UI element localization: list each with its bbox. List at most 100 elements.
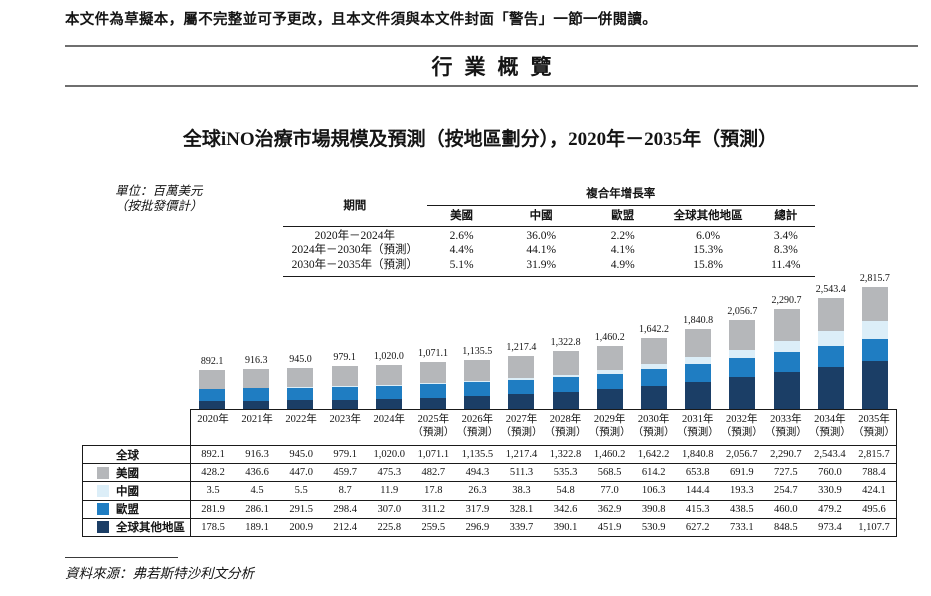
cagr-column-header: 總計	[774, 210, 798, 222]
cagr-period-label: 2030年－2035年（預測）	[291, 258, 419, 271]
table-value: 1,135.5	[461, 449, 494, 461]
bar-column: 892.1	[190, 262, 234, 409]
table-value: 339.7	[509, 521, 534, 533]
bar-total-label: 1,071.1	[418, 348, 449, 360]
bar-segment-china	[552, 374, 579, 378]
bar-segment-eu	[817, 345, 844, 367]
table-value: 286.1	[245, 503, 269, 515]
cagr-period-header: 期間	[343, 199, 367, 212]
table-value: 733.1	[729, 521, 754, 533]
bar-segment-row	[331, 399, 358, 409]
table-row-row: 全球其他地區 178.5 189.1 200.9 212.4 225.8 259.5 296.…	[83, 518, 896, 536]
year-label-line2: （預測）	[544, 427, 587, 438]
legend-swatch-eu	[97, 503, 109, 516]
legend-swatch-empty	[97, 449, 109, 461]
table-value: 479.2	[818, 503, 842, 515]
year-label-line2: （預測）	[852, 427, 895, 438]
stacked-bar	[331, 366, 358, 409]
year-label-line2: （預測）	[676, 427, 719, 438]
table-value: 225.8	[377, 521, 402, 533]
table-value: 11.9	[380, 485, 399, 497]
legend-label-us: 美國	[116, 467, 139, 480]
cagr-value: 15.3%	[693, 244, 723, 257]
table-value: 447.0	[289, 467, 313, 479]
year-label-line2: （預測）	[500, 427, 543, 438]
table-value: 307.0	[377, 503, 402, 515]
stacked-bar	[640, 337, 667, 409]
stacked-bar	[420, 362, 447, 409]
table-value: 979.1	[333, 449, 358, 461]
year-label: 2034年 （預測）	[808, 410, 852, 445]
year-label: 2027年 （預測）	[499, 410, 543, 445]
table-value: 296.9	[465, 521, 490, 533]
cagr-period-label: 2024年－2030年（預測）	[291, 244, 419, 257]
bar-total-label: 2,543.4	[815, 284, 846, 296]
unit-note-line1: 單位：百萬美元	[115, 184, 203, 198]
stacked-bar	[729, 319, 756, 409]
bar-total-label: 1,135.5	[462, 345, 493, 357]
year-label: 2025年 （預測）	[411, 410, 455, 445]
table-value: 328.1	[509, 503, 534, 515]
bar-segment-eu	[596, 373, 623, 390]
bar-column: 1,135.5	[455, 262, 499, 409]
year-label-line1: 2032年	[726, 414, 758, 425]
year-label-line1: 2025年	[417, 414, 450, 425]
legend-cell-china: 中國	[83, 482, 191, 500]
cagr-period-label: 2020年－2024年	[314, 229, 396, 242]
year-label: 2035年 （預測）	[852, 410, 896, 445]
table-value: 1,217.4	[505, 449, 538, 461]
bar-segment-china	[861, 320, 888, 340]
table-value: 2,056.7	[726, 449, 758, 461]
table-value: 691.9	[729, 467, 754, 479]
year-label-line1: 2023年	[329, 414, 361, 425]
cagr-value: 4.9%	[610, 258, 635, 271]
stacked-bar	[685, 328, 712, 409]
bar-segment-china	[817, 331, 844, 346]
table-value: 259.5	[421, 521, 446, 533]
year-label-line1: 2027年	[505, 414, 538, 425]
legend-label-global: 全球	[116, 449, 139, 462]
table-row-global: 全球 892.1 916.3 945.0 979.1 1,020.0 1,071.1 1,13…	[83, 446, 896, 465]
bar-segment-row	[287, 400, 314, 409]
bar-segment-eu	[861, 339, 888, 361]
bar-segment-row	[817, 366, 844, 409]
year-label: 2029年 （預測）	[588, 410, 632, 445]
bar-total-label: 2,815.7	[859, 272, 890, 284]
table-value: 2,543.4	[814, 449, 846, 461]
table-value: 653.8	[685, 467, 710, 479]
source-note: 資料來源：弗若斯特沙利文分析	[65, 566, 254, 581]
bar-segment-china	[640, 364, 667, 369]
cagr-value: 6.0%	[696, 229, 721, 242]
year-label: 2033年 （預測）	[764, 410, 808, 445]
table-value: 568.5	[597, 467, 622, 479]
bar-segment-row	[596, 389, 623, 409]
cagr-row: 2024年－2030年（預測） 4.4% 44.1% 4.1% 15.3% 8.3%	[283, 244, 815, 259]
bar-column: 1,642.2	[632, 262, 676, 409]
table-value: 482.7	[421, 467, 446, 479]
table-value: 848.5	[774, 521, 798, 533]
cagr-row-values: 5.1% 31.9% 4.9% 15.8% 11.4%	[427, 259, 815, 272]
year-label-line1: 2020年	[197, 414, 229, 425]
section-title: 行業概覽	[431, 56, 564, 79]
bar-segment-row	[420, 397, 447, 409]
cagr-row: 2030年－2035年（預測） 5.1% 31.9% 4.9% 15.8% 11.4%	[283, 258, 815, 273]
unit-note: 單位：百萬美元 （按批發價計）	[115, 184, 203, 214]
table-value: 1,642.2	[637, 449, 670, 461]
table-value: 530.9	[641, 521, 666, 533]
bar-segment-eu	[729, 358, 756, 378]
cagr-value: 4.4%	[449, 244, 474, 257]
year-label-line2: （預測）	[456, 427, 499, 438]
legend-cell-eu: 歐盟	[83, 500, 191, 518]
table-value: 4.5	[250, 485, 264, 497]
bar-segment-row	[640, 385, 667, 409]
bar-segment-eu	[464, 382, 491, 397]
table-value: 193.3	[729, 485, 754, 497]
table-row-us: 美國 428.2 436.6 447.0 459.7 475.3 482.7 494.3 511…	[83, 464, 896, 483]
table-value: 451.9	[597, 521, 622, 533]
table-value: 144.4	[685, 485, 710, 497]
bar-segment-us	[287, 367, 314, 388]
legend-cell-us: 美國	[83, 464, 191, 482]
table-value: 106.3	[641, 485, 666, 497]
bar-total-label: 892.1	[200, 356, 224, 368]
bar-column: 1,840.8	[676, 262, 720, 409]
